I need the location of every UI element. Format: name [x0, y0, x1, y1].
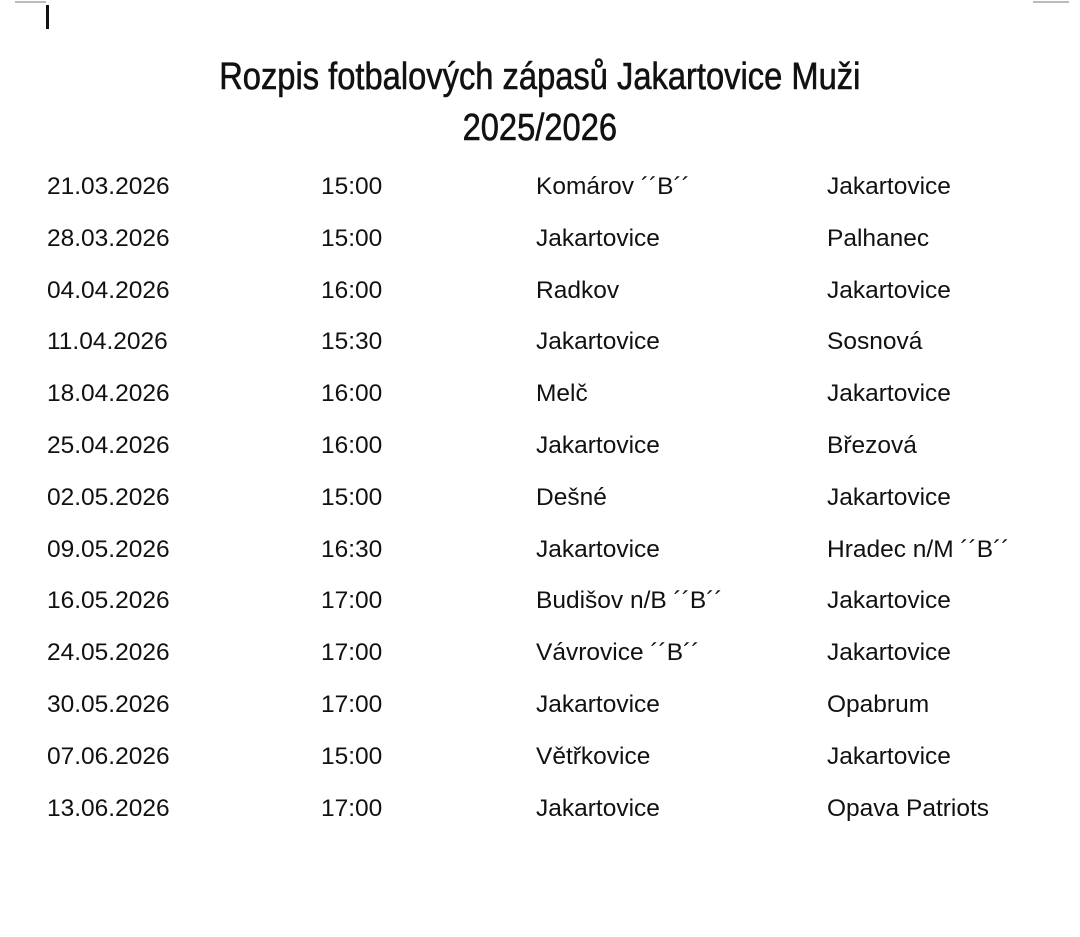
title-line-1: Rozpis fotbalových zápasů Jakartovice Mu…	[219, 56, 861, 99]
match-date: 18.04.2026	[47, 380, 170, 408]
match-schedule: 21.03.2026 15:00 Komárov ´´B´´ Jakartovice 2…	[0, 171, 1080, 844]
home-team: Jakartovice	[536, 794, 660, 822]
match-date: 16.05.2026	[47, 587, 170, 615]
match-time: 15:00	[321, 224, 383, 252]
match-time: 15:00	[321, 483, 383, 511]
home-team: Jakartovice	[536, 535, 660, 563]
away-team: Březová	[827, 431, 917, 459]
page-corner-mark	[15, 1, 46, 3]
match-time: 16:00	[321, 380, 383, 408]
match-time: 17:00	[321, 794, 383, 822]
match-row: 18.04.2026 16:00 Melč Jakartovice	[0, 378, 1080, 430]
away-team: Jakartovice	[827, 639, 951, 667]
match-time: 15:00	[321, 742, 383, 770]
match-date: 07.06.2026	[47, 742, 170, 770]
away-team: Jakartovice	[827, 742, 951, 770]
away-team: Sosnová	[827, 328, 923, 356]
home-team: Jakartovice	[536, 690, 660, 718]
home-team: Vávrovice ´´B´´	[536, 639, 700, 667]
match-row: 16.05.2026 17:00 Budišov n/B ´´B´´ Jakartov…	[0, 585, 1080, 637]
match-row: 21.03.2026 15:00 Komárov ´´B´´ Jakartovice	[0, 171, 1080, 223]
match-time: 15:30	[321, 328, 383, 356]
away-team: Jakartovice	[827, 587, 951, 615]
match-time: 17:00	[321, 587, 383, 615]
text-cursor	[46, 5, 49, 29]
match-row: 09.05.2026 16:30 Jakartovice Hradec n/M ´´B…	[0, 534, 1080, 586]
home-team: Dešné	[536, 483, 607, 511]
match-row: 28.03.2026 15:00 Jakartovice Palhanec	[0, 223, 1080, 275]
match-date: 21.03.2026	[47, 173, 170, 200]
match-time: 17:00	[321, 690, 383, 718]
match-time: 16:00	[321, 276, 383, 304]
away-team: Jakartovice	[827, 483, 951, 511]
home-team: Melč	[536, 380, 588, 408]
match-time: 17:00	[321, 639, 383, 667]
page-title: Rozpis fotbalových zápasů Jakartovice Mu…	[0, 52, 1080, 154]
away-team: Hradec n/M ´´B´´	[827, 535, 1010, 563]
match-row: 25.04.2026 16:00 Jakartovice Březová	[0, 430, 1080, 482]
title-line-2: 2025/2026	[462, 107, 618, 150]
match-row: 04.04.2026 16:00 Radkov Jakartovice	[0, 275, 1080, 327]
away-team: Opabrum	[827, 690, 930, 718]
home-team: Jakartovice	[536, 328, 660, 356]
match-date: 30.05.2026	[47, 690, 170, 718]
match-row: 02.05.2026 15:00 Dešné Jakartovice	[0, 482, 1080, 534]
away-team: Opava Patriots	[827, 794, 990, 822]
match-time: 16:00	[321, 431, 383, 459]
home-team: Větřkovice	[536, 742, 651, 770]
page-corner-mark	[1033, 1, 1069, 3]
match-date: 13.06.2026	[47, 794, 170, 822]
away-team: Palhanec	[827, 224, 930, 252]
home-team: Radkov	[536, 276, 620, 304]
match-row: 13.06.2026 17:00 Jakartovice Opava Patriots	[0, 793, 1080, 845]
away-team: Jakartovice	[827, 380, 951, 408]
away-team: Jakartovice	[827, 173, 951, 200]
match-date: 04.04.2026	[47, 276, 170, 304]
home-team: Jakartovice	[536, 224, 660, 252]
match-date: 09.05.2026	[47, 535, 170, 563]
match-date: 11.04.2026	[47, 328, 168, 356]
match-date: 02.05.2026	[47, 483, 170, 511]
match-time: 15:00	[321, 173, 383, 200]
match-date: 24.05.2026	[47, 639, 170, 667]
match-date: 28.03.2026	[47, 224, 170, 252]
match-row: 11.04.2026 15:30 Jakartovice Sosnová	[0, 326, 1080, 378]
match-date: 25.04.2026	[47, 431, 170, 459]
home-team: Jakartovice	[536, 431, 660, 459]
match-time: 16:30	[321, 535, 383, 563]
match-row: 07.06.2026 15:00 Větřkovice Jakartovice	[0, 741, 1080, 793]
match-row: 30.05.2026 17:00 Jakartovice Opabrum	[0, 689, 1080, 741]
home-team: Budišov n/B ´´B´´	[536, 587, 723, 615]
home-team: Komárov ´´B´´	[536, 173, 690, 200]
match-row: 24.05.2026 17:00 Vávrovice ´´B´´ Jakartovic…	[0, 637, 1080, 689]
away-team: Jakartovice	[827, 276, 951, 304]
